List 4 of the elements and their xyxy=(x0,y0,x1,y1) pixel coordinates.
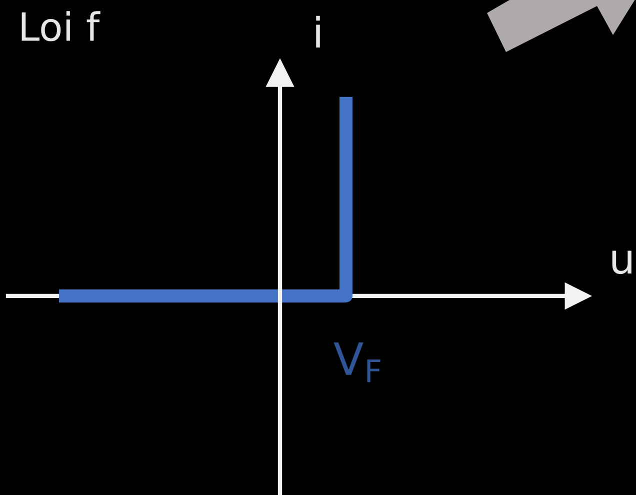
y-axis-title: i xyxy=(316,16,320,48)
x-axis-title: u xyxy=(612,250,632,274)
chart-title: Loi f xyxy=(22,11,100,42)
text: V$_{F}$ xyxy=(334,342,380,382)
